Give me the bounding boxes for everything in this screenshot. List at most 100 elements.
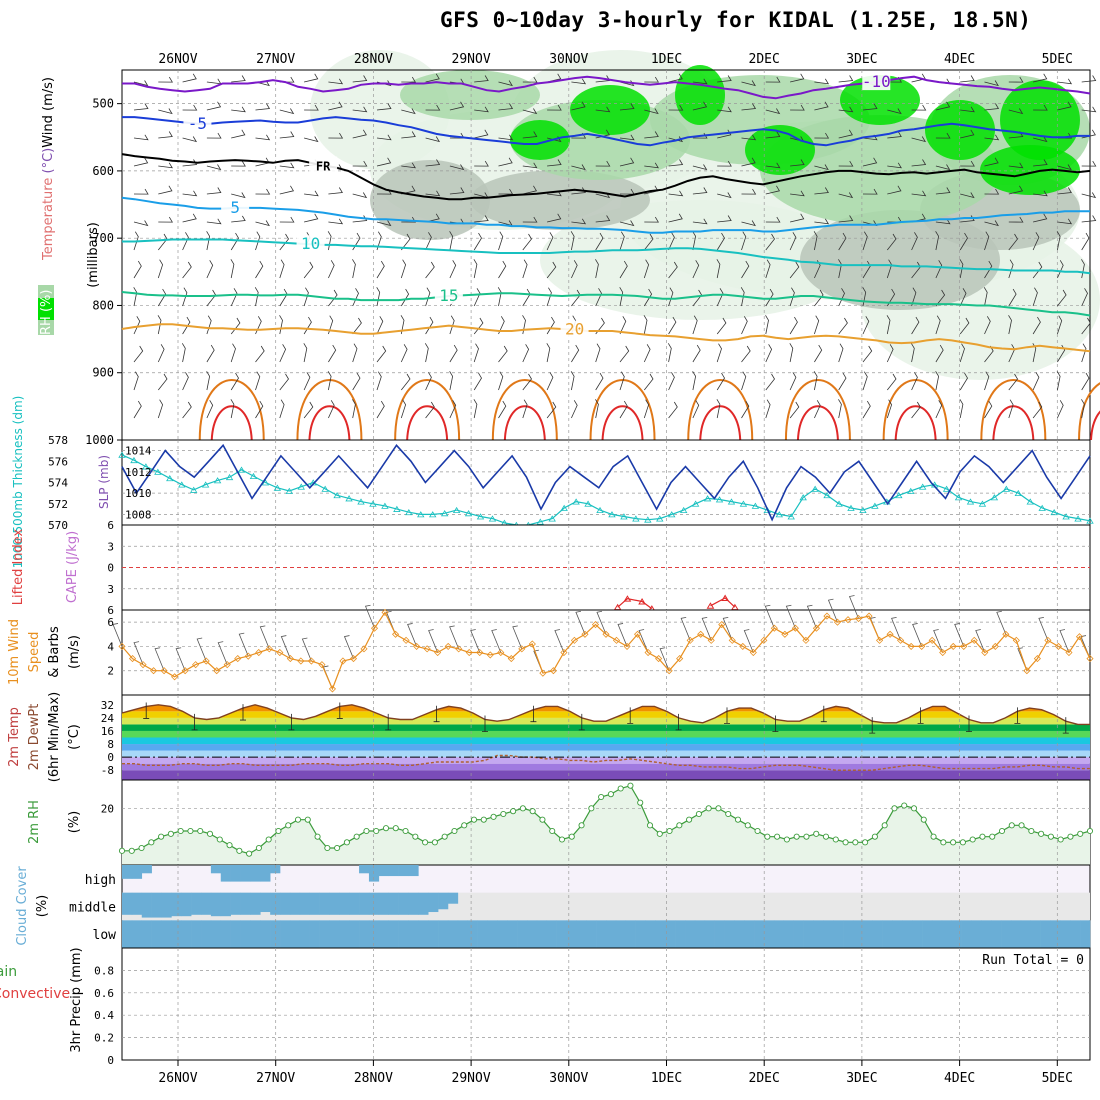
wind-barb: [619, 371, 625, 391]
wind-speed-point: [707, 636, 715, 644]
wind-speed-point: [223, 661, 231, 669]
wind-barb: [1081, 232, 1090, 251]
wind-speed-point: [118, 642, 126, 650]
rh-label: RH (%): [39, 290, 54, 335]
temp-minmax: [724, 707, 730, 724]
wind-barb: [206, 78, 222, 85]
cloud-bar: [181, 920, 192, 948]
y-tick-label: 0: [107, 562, 114, 575]
wind-speed-point: [171, 673, 179, 681]
wind-speed-point: [286, 655, 294, 663]
wind-barb: [717, 75, 732, 83]
wind-barb: [570, 231, 575, 251]
wind-barb: [474, 160, 489, 167]
wind-speed-point: [886, 630, 894, 638]
wind-barb: [352, 372, 361, 391]
thickness-point: [1062, 513, 1070, 520]
wind-speed-point: [486, 651, 494, 659]
wind-barb: [935, 164, 951, 171]
rh-point: [334, 844, 341, 852]
isotherm-label: FR: [316, 160, 331, 174]
cloud-bar: [359, 892, 370, 915]
cloud-bar: [536, 920, 548, 948]
wind-barb: [546, 401, 557, 419]
cloud-bar: [408, 865, 419, 877]
rh-point: [1018, 822, 1025, 829]
wind-barb: [473, 343, 479, 363]
wind-barb: [619, 231, 625, 251]
cloud-label: Cloud Cover: [15, 866, 30, 946]
cloud-bar: [744, 920, 755, 948]
wind-barb: [789, 316, 798, 335]
wind-speed-point: [1033, 655, 1041, 663]
wind-barb: [1008, 185, 1024, 195]
wind-barb: [279, 108, 295, 115]
wind-barb: [765, 185, 781, 195]
wind-barb: [304, 213, 319, 223]
cloud-bar: [1060, 920, 1071, 948]
cloud-layer-label: middle: [69, 901, 116, 916]
rh-point: [676, 822, 683, 829]
cloud-bar: [122, 920, 133, 948]
wind-barb: [571, 164, 586, 171]
wind-barb: [133, 134, 149, 141]
wind-speed-point: [907, 642, 915, 650]
rh-point: [627, 782, 634, 789]
wind-barb: [960, 106, 975, 113]
cloud-bar: [349, 892, 360, 915]
wind-barb: [255, 188, 271, 195]
wind-barb: [959, 288, 967, 307]
x-day-label-bottom: 30NOV: [549, 1071, 588, 1086]
wind-barb: [206, 132, 222, 139]
cloud-bar: [1001, 920, 1012, 948]
thickness-point: [966, 498, 975, 505]
wind-barb: [1008, 373, 1018, 391]
wind-barb: [838, 106, 854, 113]
wind-barb: [862, 345, 873, 363]
cloud-bar: [1040, 920, 1051, 948]
rh-point: [1086, 827, 1094, 835]
wind-barb: [789, 232, 797, 251]
wind-speed-point: [318, 661, 326, 669]
rh-point: [940, 839, 947, 846]
wind-speed-point: [612, 636, 621, 644]
wind-barb: [1081, 259, 1085, 279]
x-day-label-bottom: 26NOV: [158, 1071, 197, 1086]
wind-barb: [157, 315, 162, 335]
wind-speed-point: [265, 645, 273, 653]
wind-barb: [546, 232, 554, 251]
wind-barb: [717, 192, 732, 199]
wind-barb: [231, 106, 246, 113]
wind-barb: [352, 192, 368, 199]
temp-band: [122, 730, 1090, 738]
temp-minmax: [482, 715, 488, 732]
wind-barb: [425, 287, 431, 307]
isotherm-label: -5: [188, 114, 207, 133]
cloud-bar: [309, 920, 320, 948]
wind-barb: [546, 343, 551, 363]
wind-barb: [259, 625, 270, 650]
cloud-bar: [823, 920, 834, 948]
wind-barb: [182, 401, 192, 419]
total-rain-label: Total / Rain: [0, 964, 17, 980]
wind-barb: [814, 400, 821, 419]
wind-barb: [1081, 192, 1097, 199]
wind-barb: [470, 629, 481, 653]
wind-speed-point: [739, 642, 747, 650]
cloud-bar: [191, 920, 202, 948]
wind-barb: [814, 187, 829, 195]
cloud-bar: [171, 920, 182, 948]
x-day-label-bottom: 1DEC: [651, 1071, 682, 1086]
wind-barb: [643, 259, 650, 279]
wind-barb: [789, 401, 800, 419]
wind-speed-point: [307, 657, 315, 665]
wind-speed-point: [781, 630, 789, 638]
wind-speed-point: [539, 669, 547, 677]
thickness-point: [154, 468, 162, 475]
thickness-point: [201, 481, 210, 488]
thickness-point: [584, 500, 592, 507]
thickness-point: [691, 500, 700, 507]
thickness-point: [548, 515, 556, 522]
wind-barb: [813, 231, 818, 251]
cloud-bar: [556, 920, 567, 948]
